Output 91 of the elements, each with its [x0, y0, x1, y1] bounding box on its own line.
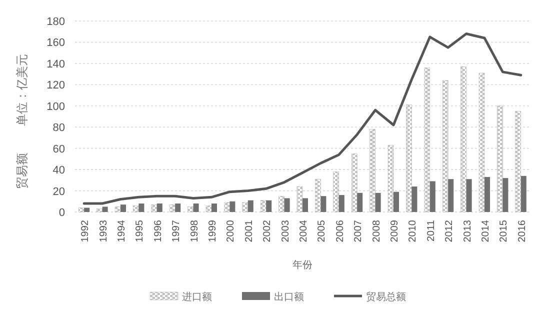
- x-tick-label: 2016: [516, 220, 528, 242]
- bar: [497, 106, 503, 212]
- x-tick-label: 1994: [116, 220, 128, 242]
- y-tick-label: 80: [52, 122, 65, 134]
- bar: [120, 204, 126, 212]
- y-tick-label: 20: [52, 186, 65, 198]
- bar: [520, 176, 526, 212]
- bar: [442, 80, 448, 212]
- legend-label: 进口额: [182, 291, 212, 303]
- x-tick-label: 2012: [444, 220, 456, 242]
- x-tick-label: 2010: [408, 220, 419, 242]
- y-tick-label: 40: [52, 164, 65, 177]
- bar: [169, 204, 176, 212]
- x-tick-label: 2001: [244, 220, 255, 242]
- bar: [333, 172, 340, 212]
- bar: [502, 178, 508, 212]
- bar: [242, 202, 248, 212]
- x-tick-label: 1992: [80, 220, 92, 242]
- bar: [266, 200, 272, 212]
- y-tick-label: 140: [46, 58, 65, 70]
- x-tick-label: 1995: [134, 220, 146, 242]
- bar: [338, 195, 344, 212]
- x-tick-label: 2013: [462, 220, 474, 242]
- y-tick-label: 160: [46, 37, 65, 50]
- bar: [212, 204, 217, 212]
- x-tick-label: 2014: [480, 220, 492, 242]
- bar: [296, 186, 303, 212]
- bar: [114, 206, 121, 212]
- x-tick-label: 2004: [298, 220, 310, 242]
- y-tick-label: 60: [52, 143, 65, 156]
- bar: [284, 198, 290, 212]
- x-tick-label: 2015: [498, 220, 510, 242]
- x-tick-label: 2006: [334, 220, 346, 242]
- bar: [412, 186, 418, 212]
- bar: [466, 179, 472, 212]
- bar: [193, 204, 199, 212]
- x-tick-label: 1996: [152, 220, 164, 242]
- x-tick-label: 1993: [98, 220, 110, 242]
- x-axis-title: 年份: [292, 259, 312, 271]
- bar: [484, 176, 490, 212]
- bar: [78, 208, 84, 212]
- bar: [156, 204, 162, 212]
- x-tick-label: 1997: [171, 220, 182, 242]
- bar: [188, 206, 194, 212]
- bar: [224, 202, 230, 212]
- bar: [388, 145, 394, 212]
- bar: [96, 208, 102, 212]
- bar: [375, 192, 381, 212]
- y-tick-label: 0: [58, 207, 65, 219]
- legend-label: 出口额: [274, 291, 304, 303]
- bar: [424, 68, 430, 212]
- y-tick-label: 100: [46, 100, 65, 113]
- y-axis-title: 贸易额 单位：亿美元: [15, 54, 29, 189]
- x-tick-label: 2011: [426, 220, 437, 242]
- x-tick-label: 2005: [316, 220, 328, 242]
- bar: [248, 200, 254, 212]
- x-tick-label: 2000: [226, 220, 237, 242]
- bar: [138, 204, 144, 212]
- bar: [102, 206, 108, 212]
- legend-label: 贸易总额: [366, 291, 406, 303]
- x-tick-label: 1999: [208, 220, 218, 242]
- bar: [84, 208, 90, 212]
- x-tick-label: 1998: [189, 220, 200, 242]
- bar: [406, 104, 412, 212]
- bar: [448, 179, 454, 212]
- x-tick-label: 2003: [280, 220, 292, 242]
- x-tick-label: 2007: [353, 220, 364, 242]
- bar: [230, 201, 236, 212]
- x-tick-label: 2002: [262, 220, 274, 242]
- bar: [478, 72, 485, 212]
- y-tick-label: 180: [46, 16, 65, 28]
- bar: [315, 178, 321, 212]
- bar: [206, 205, 212, 212]
- bar: [175, 204, 181, 212]
- bar: [394, 192, 399, 212]
- x-tick-label: 2009: [390, 220, 400, 242]
- bar: [430, 181, 436, 212]
- bar: [515, 111, 522, 212]
- bar: [133, 205, 139, 212]
- bar: [460, 66, 466, 212]
- bar: [260, 200, 266, 212]
- bar: [351, 153, 358, 212]
- bar: [320, 196, 326, 212]
- bar: [278, 196, 284, 212]
- bar: [151, 204, 158, 212]
- y-tick-label: 120: [46, 80, 65, 92]
- bar: [357, 192, 363, 212]
- bar: [302, 198, 308, 212]
- line-series: [82, 32, 522, 205]
- bar: [370, 129, 376, 212]
- x-tick-label: 2008: [371, 220, 382, 242]
